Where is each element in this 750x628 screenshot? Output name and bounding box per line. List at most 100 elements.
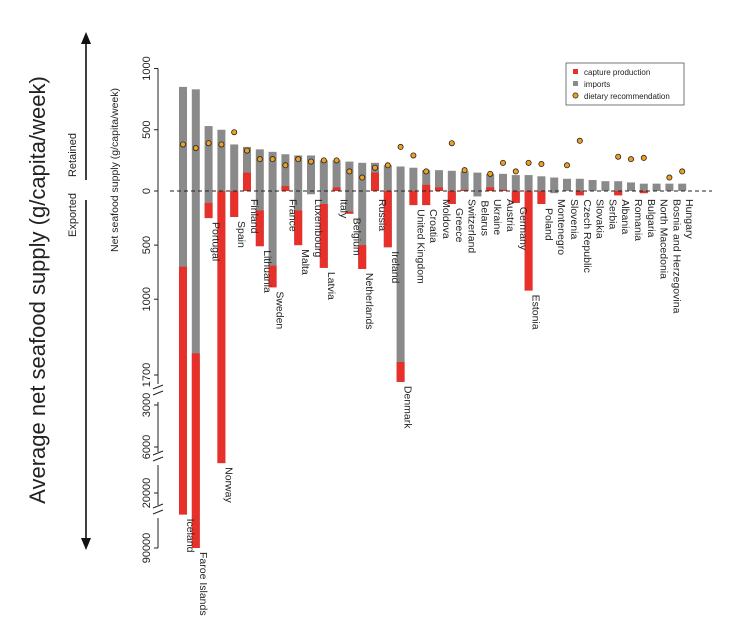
country-label: Slovakia <box>594 199 606 239</box>
bar-exported <box>268 191 277 288</box>
axis-break-mark <box>152 456 164 462</box>
country-label: Moldova <box>440 199 452 239</box>
country-label: Finland <box>248 199 260 234</box>
dietary-recommendation-point <box>448 140 455 147</box>
dietary-recommendation-point <box>218 141 225 148</box>
axis-break-mark <box>152 450 164 456</box>
country-label: Belgium <box>350 218 362 256</box>
bar-capture-exported <box>191 353 200 548</box>
axis-break-mark <box>152 503 164 509</box>
country-label: Belarus <box>478 200 490 236</box>
legend-marker <box>572 92 579 99</box>
country-label: Iceland <box>184 519 196 553</box>
y-tick-label: 500 <box>141 121 153 139</box>
bar-capture-retained <box>281 186 290 191</box>
bar-capture-exported <box>524 191 533 291</box>
country-label: United Kingdom <box>414 209 426 284</box>
bar-imports <box>537 176 546 191</box>
bar-imports <box>396 166 405 191</box>
dietary-recommendation-point <box>410 152 417 159</box>
bar-capture-exported <box>268 265 277 288</box>
bar-capture-retained <box>486 187 495 191</box>
bar-capture-exported <box>614 191 623 196</box>
bar-capture-retained <box>332 187 341 191</box>
bar-exported <box>396 191 405 382</box>
country-label: Spain <box>235 221 247 248</box>
bar-capture-exported <box>294 210 303 246</box>
legend-swatch <box>573 81 578 86</box>
y-tick-label: 90000 <box>141 533 153 564</box>
country-label: Portugal <box>210 222 222 261</box>
bar-imports <box>601 181 610 191</box>
country-label: Ukraine <box>491 199 503 235</box>
country-label: Montenegro <box>555 199 567 255</box>
y-tick-label: 1000 <box>141 56 153 80</box>
bar-imports <box>665 183 674 191</box>
country-label: Poland <box>542 208 554 241</box>
y-tick-label: 1700 <box>141 363 153 387</box>
country-label: Slovenia <box>568 199 580 239</box>
y-tick-label: 500 <box>141 236 153 254</box>
bar-imports <box>460 171 469 191</box>
bar-imports <box>281 154 290 191</box>
country-label: Greece <box>453 208 465 243</box>
country-label: France <box>286 199 298 232</box>
dietary-recommendation-point <box>282 162 289 169</box>
country-label: Germany <box>517 207 529 251</box>
dietary-recommendation-point <box>564 162 571 169</box>
dietary-recommendation-point <box>371 164 378 171</box>
bar-imports <box>294 155 303 191</box>
country-label: Luxembourg <box>312 199 324 258</box>
dietary-recommendation-point <box>397 143 404 150</box>
bar-capture-retained <box>460 189 469 191</box>
bars-layer <box>179 86 687 548</box>
dietary-dots-layer <box>179 129 686 181</box>
bar-capture-exported <box>230 191 239 217</box>
country-label: Italy <box>338 199 350 219</box>
country-label: Estonia <box>530 295 542 330</box>
dietary-recommendation-point <box>666 174 673 181</box>
dietary-recommendation-point <box>499 159 506 166</box>
legend-label: capture production <box>584 68 650 77</box>
bar-capture-exported <box>358 245 367 269</box>
dietary-recommendation-point <box>461 167 468 174</box>
bar-capture-exported <box>345 211 354 214</box>
country-label: Switzerland <box>466 199 478 253</box>
bar-exported <box>345 191 354 214</box>
bar-imports <box>217 129 226 191</box>
bar-capture-retained <box>422 184 431 191</box>
country-label: Romania <box>632 199 644 241</box>
bar-imports <box>652 183 661 191</box>
dietary-recommendation-point <box>333 157 340 164</box>
country-label: Hungary <box>683 199 695 239</box>
dietary-recommendation-point <box>525 159 532 166</box>
country-label: Latvia <box>325 272 337 300</box>
bar-imports <box>204 126 213 191</box>
outer-y-axis-label: Average net seafood supply (g/capita/wee… <box>25 76 50 504</box>
bar-imports <box>307 155 315 191</box>
bar-imports <box>473 172 482 191</box>
bar-capture-exported <box>511 191 520 203</box>
bar-capture-exported <box>409 191 418 206</box>
bar-imports <box>524 175 533 191</box>
bar-imports <box>614 181 623 191</box>
y-tick-label: 1000 <box>141 287 153 311</box>
axis-break-mark <box>152 384 164 390</box>
country-label: Croatia <box>427 209 439 243</box>
y-tick-label: 6000 <box>141 435 153 459</box>
y-tick-label: 0 <box>141 188 153 194</box>
dietary-recommendation-point <box>192 145 199 152</box>
dietary-recommendation-point <box>640 154 647 161</box>
country-label: Faroe Islands <box>197 552 209 616</box>
dietary-recommendation-point <box>423 168 430 175</box>
bar-imports <box>191 89 200 191</box>
dietary-recommendation-point <box>346 168 353 175</box>
bar-imports <box>179 86 187 191</box>
country-label: Czech Republic <box>581 199 593 273</box>
bar-capture-exported <box>383 191 392 248</box>
bar-capture-exported <box>447 191 456 204</box>
dietary-recommendation-point <box>538 161 545 168</box>
y-tick-label: 3000 <box>141 393 153 417</box>
bar-capture-retained <box>435 187 443 191</box>
